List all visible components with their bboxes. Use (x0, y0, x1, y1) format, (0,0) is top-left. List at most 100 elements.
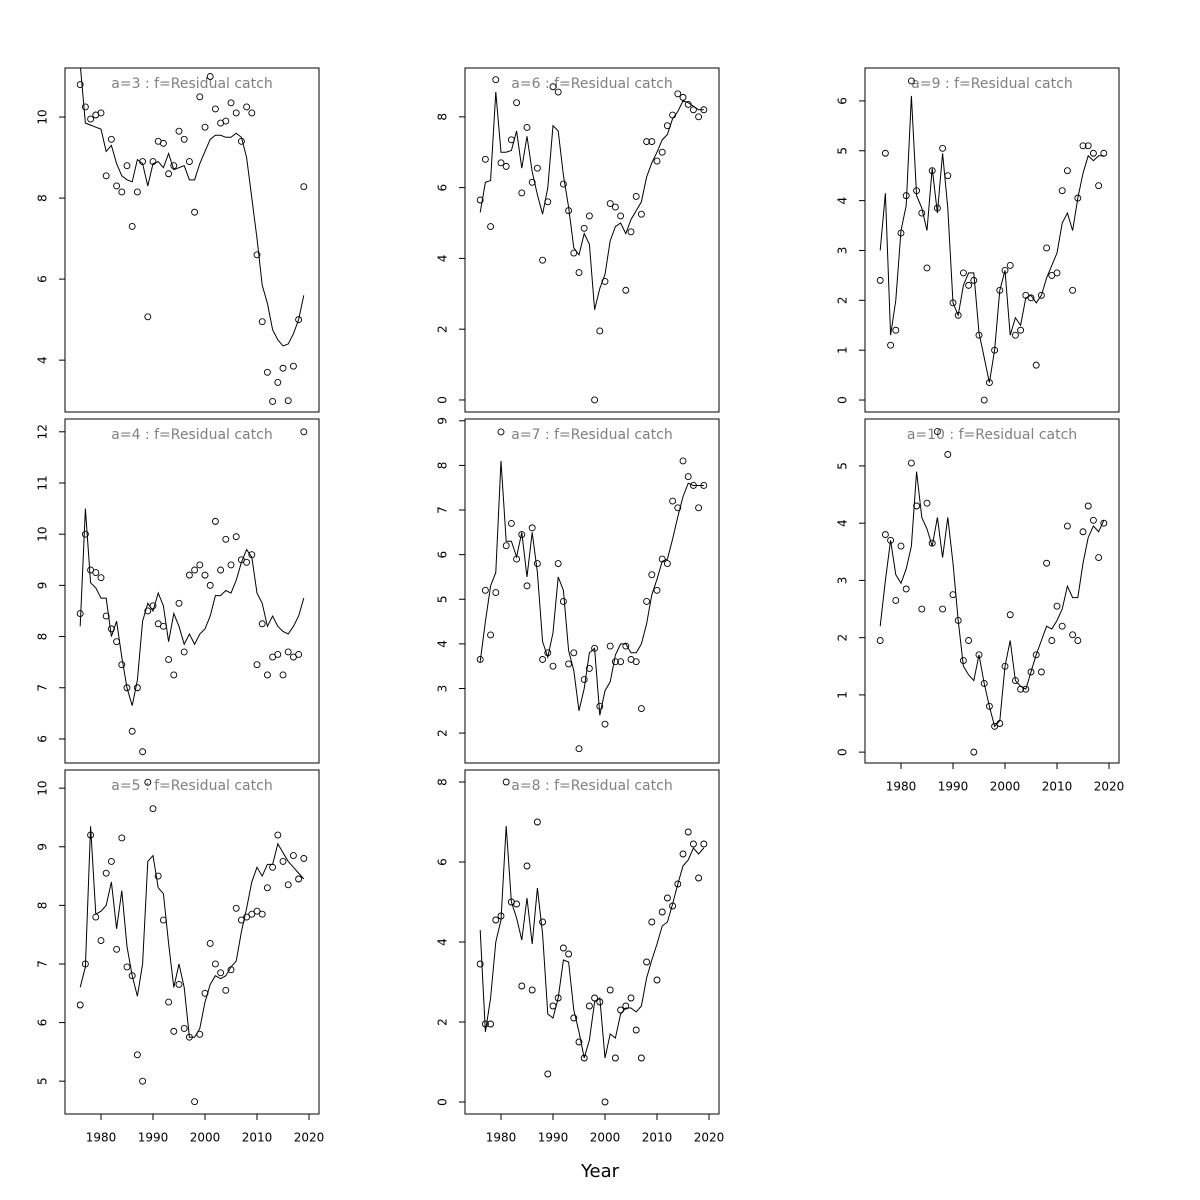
data-point (165, 656, 173, 664)
data-point (876, 637, 884, 644)
data-point (523, 862, 531, 870)
data-point (196, 561, 204, 569)
data-point (1095, 554, 1103, 561)
panel-title: a=10 : f=Residual catch (907, 427, 1077, 443)
y-tick-label: 10 (36, 781, 50, 796)
data-point (191, 1098, 199, 1106)
data-point (476, 656, 484, 663)
y-tick-label: 0 (836, 396, 850, 404)
data-point (965, 281, 973, 289)
data-point (263, 368, 271, 376)
data-point (876, 276, 884, 284)
data-point (206, 73, 214, 80)
data-point (128, 972, 136, 980)
y-tick-label: 1 (836, 346, 850, 354)
x-tick-label: 2010 (242, 1131, 273, 1145)
data-point (191, 566, 199, 574)
data-point (180, 648, 188, 656)
data-point (913, 502, 921, 510)
data-point (211, 960, 219, 968)
data-point (1100, 149, 1108, 157)
data-point (653, 976, 661, 984)
panel-title: a=7 : f=Residual catch (511, 427, 672, 443)
data-point (258, 910, 266, 918)
data-point (1022, 685, 1030, 693)
plot-frame (64, 418, 320, 764)
data-point (222, 986, 230, 994)
data-point (102, 869, 110, 877)
data-point (274, 651, 282, 658)
panel: a=7 : f=Residual catch 2 3 4 5 6 7 8 9 (436, 417, 720, 764)
data-point (133, 188, 141, 196)
data-point (492, 589, 500, 597)
y-tick-label: 2 (436, 325, 450, 333)
data-point (118, 834, 126, 842)
fitted-line (479, 92, 704, 310)
data-point (627, 994, 635, 1002)
data-point (632, 193, 640, 200)
data-point (580, 224, 588, 232)
y-tick-label: 2 (836, 634, 850, 642)
y-tick-label: 4 (436, 255, 450, 263)
fitted-line (879, 95, 1104, 383)
x-tick-label: 1980 (886, 780, 917, 794)
data-point (637, 1054, 645, 1062)
data-point (295, 651, 303, 658)
data-point (211, 105, 219, 113)
data-point (1006, 611, 1014, 619)
x-tick-label: 1990 (138, 1131, 169, 1145)
x-tick-label: 2000 (590, 1131, 621, 1145)
data-point (289, 852, 297, 860)
plot-frame (64, 67, 320, 413)
data-point (653, 586, 661, 594)
data-point (539, 656, 547, 663)
data-point (653, 157, 661, 165)
y-tick-label: 6 (36, 735, 50, 743)
data-point (284, 397, 292, 405)
plot-frame (464, 418, 720, 764)
fitted-line (479, 825, 705, 1059)
data-point (154, 872, 162, 880)
y-tick-label: 4 (436, 640, 450, 648)
plot-area (876, 77, 1108, 404)
data-point (1032, 361, 1040, 369)
data-point (939, 144, 947, 152)
data-point (881, 149, 889, 157)
y-tick-label: 9 (36, 843, 50, 851)
data-point (674, 90, 682, 98)
fitted-line (80, 68, 305, 347)
y-tick-label: 8 (436, 462, 450, 470)
data-point (559, 598, 567, 605)
y-tick-label: 12 (36, 424, 50, 439)
data-point (689, 840, 697, 848)
data-point (695, 874, 703, 882)
data-point (1058, 622, 1066, 630)
data-point (658, 908, 666, 916)
data-point (295, 875, 303, 883)
x-tick-label: 2010 (1042, 780, 1073, 794)
y-tick-label: 6 (836, 97, 850, 105)
data-point (481, 586, 489, 594)
data-point (648, 138, 656, 146)
data-point (139, 748, 147, 756)
data-point (674, 880, 682, 888)
data-point (902, 585, 910, 593)
data-point (1043, 559, 1051, 567)
data-point (669, 497, 677, 505)
data-point (97, 109, 105, 117)
y-tick-label: 6 (36, 275, 50, 283)
data-point (959, 269, 967, 277)
data-point (591, 994, 599, 1002)
data-point (975, 651, 983, 659)
fitted-line (79, 826, 305, 1038)
data-point (492, 916, 500, 924)
data-point (643, 138, 651, 146)
y-tick-label: 4 (436, 938, 450, 946)
data-point (243, 103, 251, 111)
data-point (502, 162, 510, 170)
data-point (554, 88, 562, 96)
data-point (502, 778, 510, 786)
data-point (622, 642, 630, 650)
data-point (575, 1038, 583, 1046)
y-tick-label: 5 (836, 147, 850, 155)
